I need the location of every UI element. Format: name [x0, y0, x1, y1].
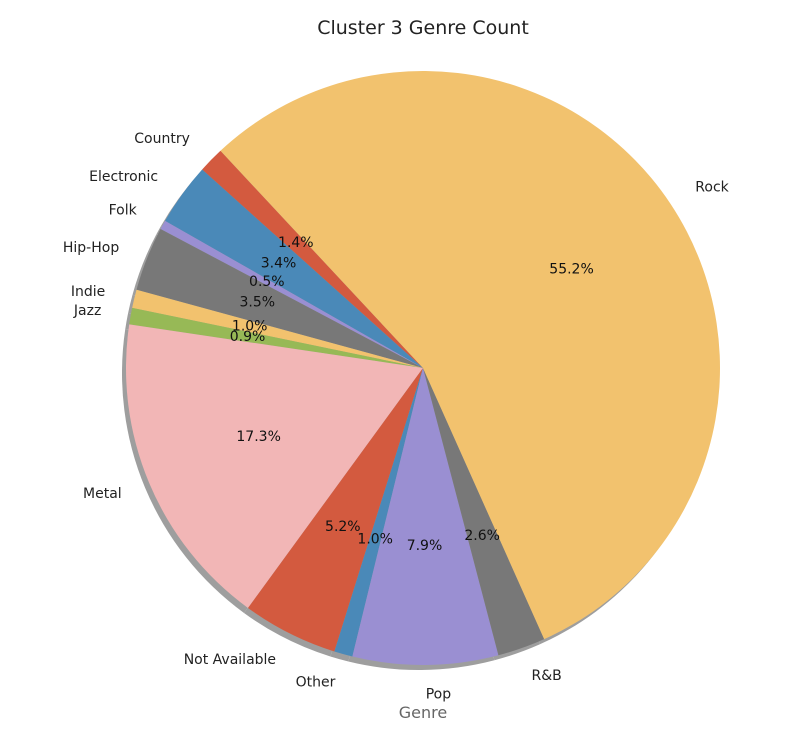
slice-percent-rock: 55.2% — [549, 262, 593, 278]
pie-slice-other — [334, 368, 423, 657]
slice-percent-hip-hop: 3.5% — [240, 294, 276, 310]
slice-label-randb: R&B — [531, 668, 561, 684]
pie-slices — [125, 70, 721, 665]
slice-percent-other: 1.0% — [357, 532, 393, 548]
slice-label-rock: Rock — [695, 179, 729, 195]
pie-slice-indie — [132, 289, 424, 368]
pie-slice-folk — [160, 220, 423, 368]
pie-slice-electronic — [165, 169, 423, 368]
slice-percent-randb: 2.6% — [464, 528, 500, 544]
chart-title: Cluster 3 Genre Count — [317, 17, 529, 39]
pie-slice-pop — [352, 368, 499, 665]
pie-slice-jazz — [129, 307, 423, 368]
pie-slice-country — [202, 150, 423, 368]
x-axis-label: Genre — [399, 703, 447, 722]
slice-percent-metal: 17.3% — [236, 429, 280, 445]
pie-slice-randb — [423, 368, 545, 656]
slice-percent-electronic: 3.4% — [261, 256, 297, 272]
slice-percent-not-available: 5.2% — [325, 519, 361, 535]
pie-slice-metal — [125, 324, 423, 608]
slice-label-electronic: Electronic — [89, 169, 158, 185]
pie-slice-hip-hop — [136, 229, 423, 368]
slice-percent-folk: 0.5% — [249, 274, 285, 290]
pie-slice-rock — [220, 70, 721, 640]
slice-label-not-available: Not Available — [184, 652, 276, 668]
slice-label-metal: Metal — [83, 486, 122, 502]
slice-label-indie: Indie — [71, 284, 105, 300]
slice-percent-country: 1.4% — [278, 235, 314, 251]
slice-label-jazz: Jazz — [73, 303, 101, 319]
slice-label-folk: Folk — [109, 203, 138, 219]
slice-label-other: Other — [296, 675, 336, 691]
slice-percent-indie: 1.0% — [232, 318, 268, 334]
pie-slice-not-available — [248, 368, 423, 652]
slice-percent-pop: 7.9% — [407, 538, 443, 554]
slice-label-country: Country — [134, 131, 190, 147]
slice-label-pop: Pop — [426, 687, 452, 703]
pie-labels: Country 1.4% Electronic 3.4% Folk 0.5% Hip-Hop… — [63, 131, 730, 703]
slice-label-hip-hop: Hip-Hop — [63, 240, 119, 256]
slice-percent-jazz: 0.9% — [230, 329, 266, 345]
